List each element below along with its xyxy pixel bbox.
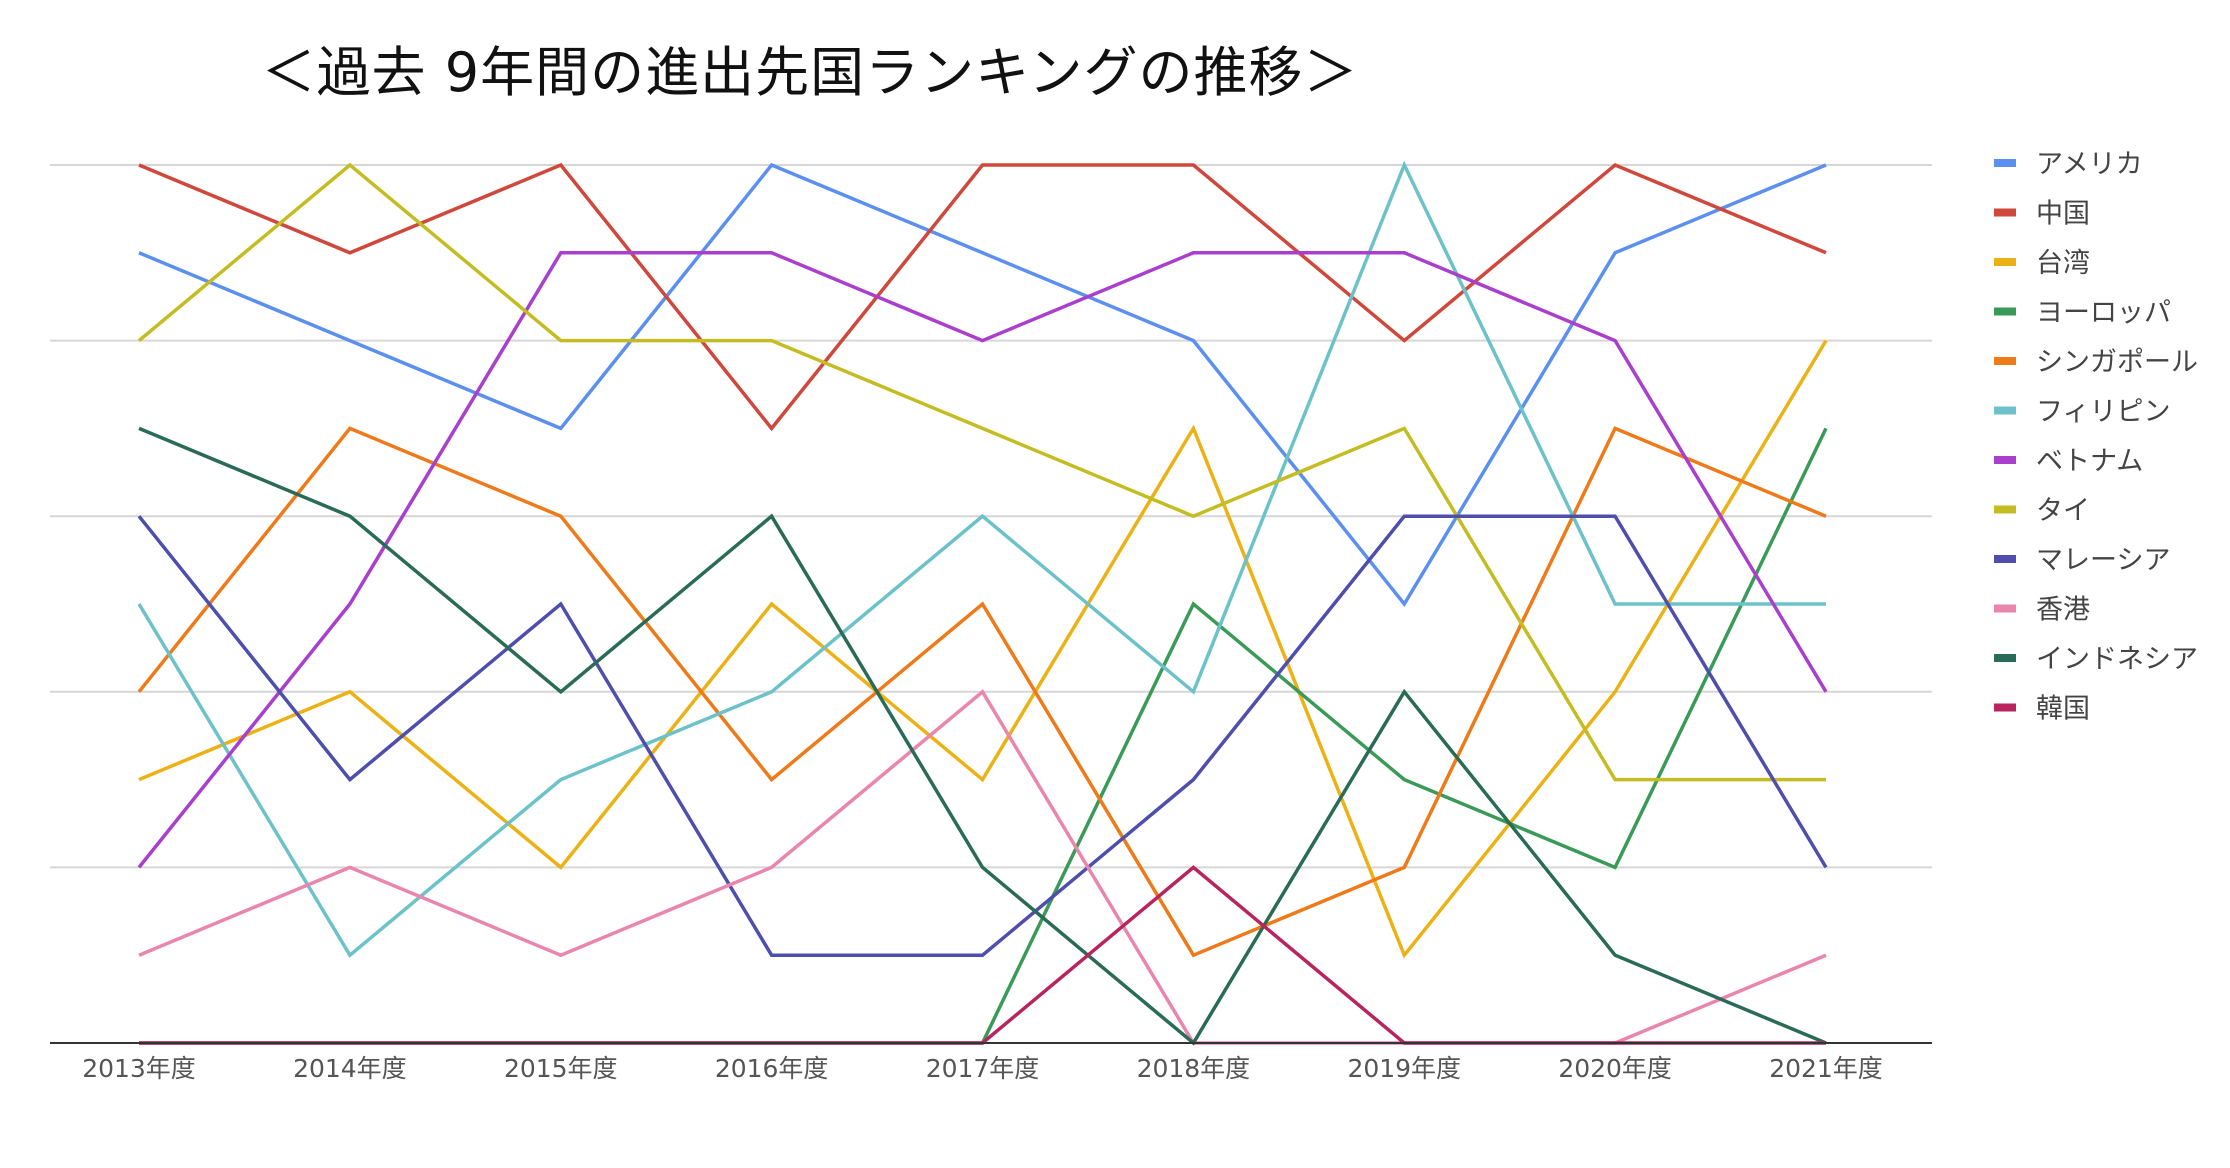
- legend-item[interactable]: マレーシア: [1994, 545, 2170, 576]
- legend-swatch: [1994, 208, 2016, 217]
- series-line-0: [138, 162, 1827, 608]
- legend-swatch: [1994, 703, 2016, 712]
- legend-label: 台湾: [2036, 248, 2090, 279]
- legend-item[interactable]: シンガポール: [1994, 347, 2198, 378]
- legend-label: 韓国: [2036, 694, 2090, 725]
- x-tick-label: 2020年度: [1558, 1054, 1672, 1083]
- chart-title: ＜過去 9年間の進出先国ランキングの推移＞: [261, 41, 1359, 104]
- legend-swatch: [1994, 258, 2016, 266]
- legend-item[interactable]: アメリカ: [1994, 149, 2143, 180]
- legend-label: インドネシア: [2036, 644, 2198, 675]
- legend-label: アメリカ: [2036, 149, 2143, 180]
- legend-label: タイ: [2036, 496, 2090, 527]
- series-line-5: [137, 160, 1826, 958]
- legend-label: 中国: [2036, 199, 2090, 230]
- legend-label: マレーシア: [2036, 545, 2170, 576]
- legend-swatch: [1994, 357, 2016, 365]
- series-line-3: [139, 427, 1828, 1045]
- series-line-1: [138, 162, 1827, 432]
- legend-label: フィリピン: [2036, 397, 2170, 428]
- legend-label: シンガポール: [2036, 347, 2198, 378]
- legend-item[interactable]: ベトナム: [1994, 446, 2143, 477]
- series-line-10: [138, 426, 1827, 1046]
- legend-swatch: [1994, 555, 2016, 563]
- legend-swatch: [1994, 505, 2016, 514]
- x-tick-label: 2013年度: [82, 1054, 196, 1083]
- x-tick-label: 2018年度: [1137, 1054, 1251, 1083]
- legend-item[interactable]: フィリピン: [1994, 397, 2170, 428]
- series-line-7: [137, 162, 1826, 782]
- legend-label: 香港: [2036, 595, 2090, 626]
- legend: アメリカ中国台湾ヨーロッパシンガポールフィリピンベトナムタイマレーシア香港インド…: [1994, 149, 2198, 725]
- series-line-6: [137, 251, 1828, 869]
- legend-item[interactable]: 香港: [1994, 595, 2090, 626]
- x-axis: 2013年度 2014年度 2015年度 2016年度 2017年度 2018年度 2019…: [50, 1042, 1932, 1083]
- legend-swatch: [1994, 654, 2016, 662]
- legend-swatch: [1994, 456, 2016, 464]
- legend-item[interactable]: 台湾: [1994, 248, 2090, 279]
- legend-label: ベトナム: [2036, 446, 2143, 477]
- legend-item[interactable]: 中国: [1994, 199, 2090, 230]
- x-tick-label: 2015年度: [504, 1054, 618, 1083]
- x-tick-label: 2014年度: [293, 1054, 407, 1083]
- legend-swatch: [1994, 307, 2016, 316]
- legend-item[interactable]: 韓国: [1994, 694, 2090, 725]
- legend-swatch: [1994, 159, 2016, 167]
- x-tick-label: 2021年度: [1769, 1054, 1883, 1083]
- legend-item[interactable]: ヨーロッパ: [1994, 298, 2171, 329]
- gridlines: [50, 164, 1932, 869]
- series-line-8: [137, 514, 1828, 957]
- x-tick-label: 2017年度: [926, 1054, 1040, 1083]
- series-line-4: [137, 426, 1827, 958]
- x-tick-label: 2016年度: [715, 1054, 829, 1083]
- legend-swatch: [1994, 406, 2016, 415]
- series-lines: [137, 160, 1828, 1046]
- legend-item[interactable]: タイ: [1994, 496, 2090, 527]
- legend-label: ヨーロッパ: [2036, 298, 2171, 329]
- legend-item[interactable]: インドネシア: [1994, 644, 2198, 675]
- series-line-2: [138, 339, 1828, 959]
- x-tick-label: 2019年度: [1347, 1054, 1461, 1083]
- legend-swatch: [1994, 604, 2016, 613]
